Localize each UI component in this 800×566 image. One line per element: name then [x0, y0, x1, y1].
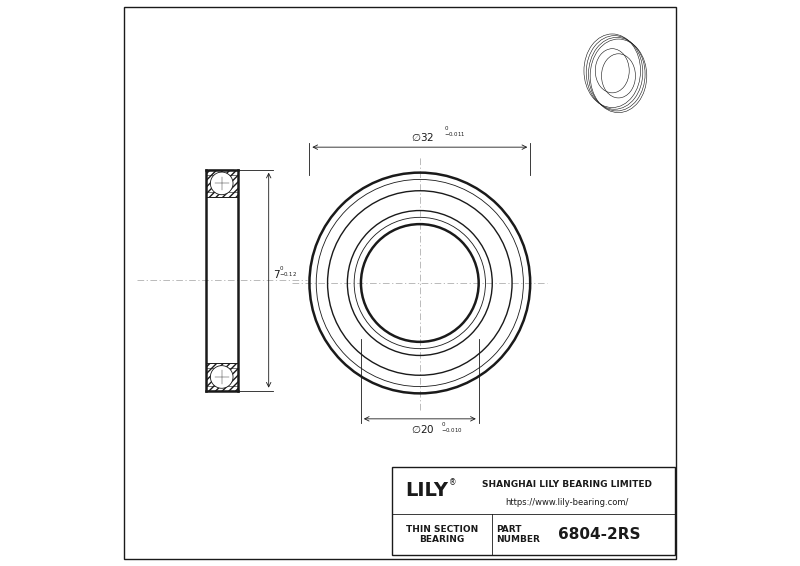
Text: $\emptyset$20: $\emptyset$20	[411, 423, 434, 435]
Text: THIN SECTION
BEARING: THIN SECTION BEARING	[406, 525, 478, 544]
Ellipse shape	[210, 366, 233, 388]
Text: 7: 7	[274, 269, 280, 280]
Text: https://www.lily-bearing.com/: https://www.lily-bearing.com/	[506, 498, 629, 507]
Text: $^{0}_{-0.010}$: $^{0}_{-0.010}$	[442, 420, 463, 435]
Text: LILY: LILY	[405, 481, 448, 500]
Text: 6804-2RS: 6804-2RS	[558, 527, 641, 542]
Bar	[206, 363, 238, 391]
Ellipse shape	[210, 172, 233, 195]
Text: PART
NUMBER: PART NUMBER	[497, 525, 540, 544]
Text: $\emptyset$32: $\emptyset$32	[411, 131, 434, 143]
Text: $^{0}_{-0.011}$: $^{0}_{-0.011}$	[444, 124, 466, 139]
Bar	[206, 170, 238, 197]
Text: ®: ®	[450, 478, 457, 487]
Text: SHANGHAI LILY BEARING LIMITED: SHANGHAI LILY BEARING LIMITED	[482, 480, 652, 489]
Bar	[391, 467, 674, 555]
Text: $^{0}_{-0.12}$: $^{0}_{-0.12}$	[279, 264, 297, 278]
